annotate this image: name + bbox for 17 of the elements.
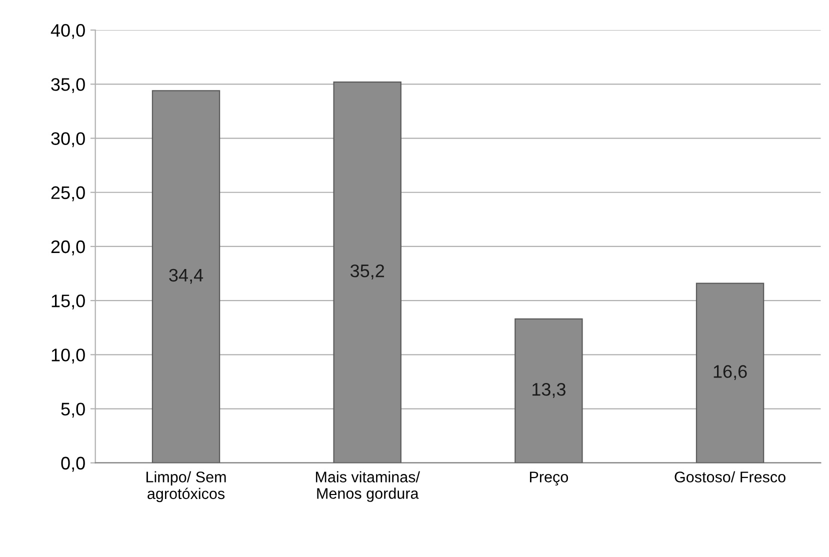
y-tick-label: 0,0: [61, 456, 85, 472]
x-tick-label: Limpo/ Sem agrotóxicos: [146, 471, 226, 502]
y-tick-label: 15,0: [52, 294, 85, 310]
y-tick-label: 20,0: [51, 240, 85, 256]
y-tick-label: 30,0: [51, 132, 85, 148]
x-tick-label: Mais vitaminas/ Menos gordura: [316, 471, 420, 502]
x-tick-label: Preço: [530, 472, 568, 486]
data-label: 13,3: [532, 382, 566, 398]
data-label: 16,6: [714, 365, 747, 380]
data-label: 34,4: [169, 268, 204, 284]
x-tick-label: Gostoso/ Fresco: [674, 471, 786, 482]
y-tick-label: 10,0: [52, 348, 85, 364]
y-tick-label: 5,0: [61, 402, 85, 418]
y-tick-label: 35,0: [51, 78, 85, 94]
y-tick-label: 40,0: [50, 24, 85, 39]
data-label: 35,2: [350, 264, 384, 280]
y-tick-label: 25,0: [51, 186, 85, 202]
